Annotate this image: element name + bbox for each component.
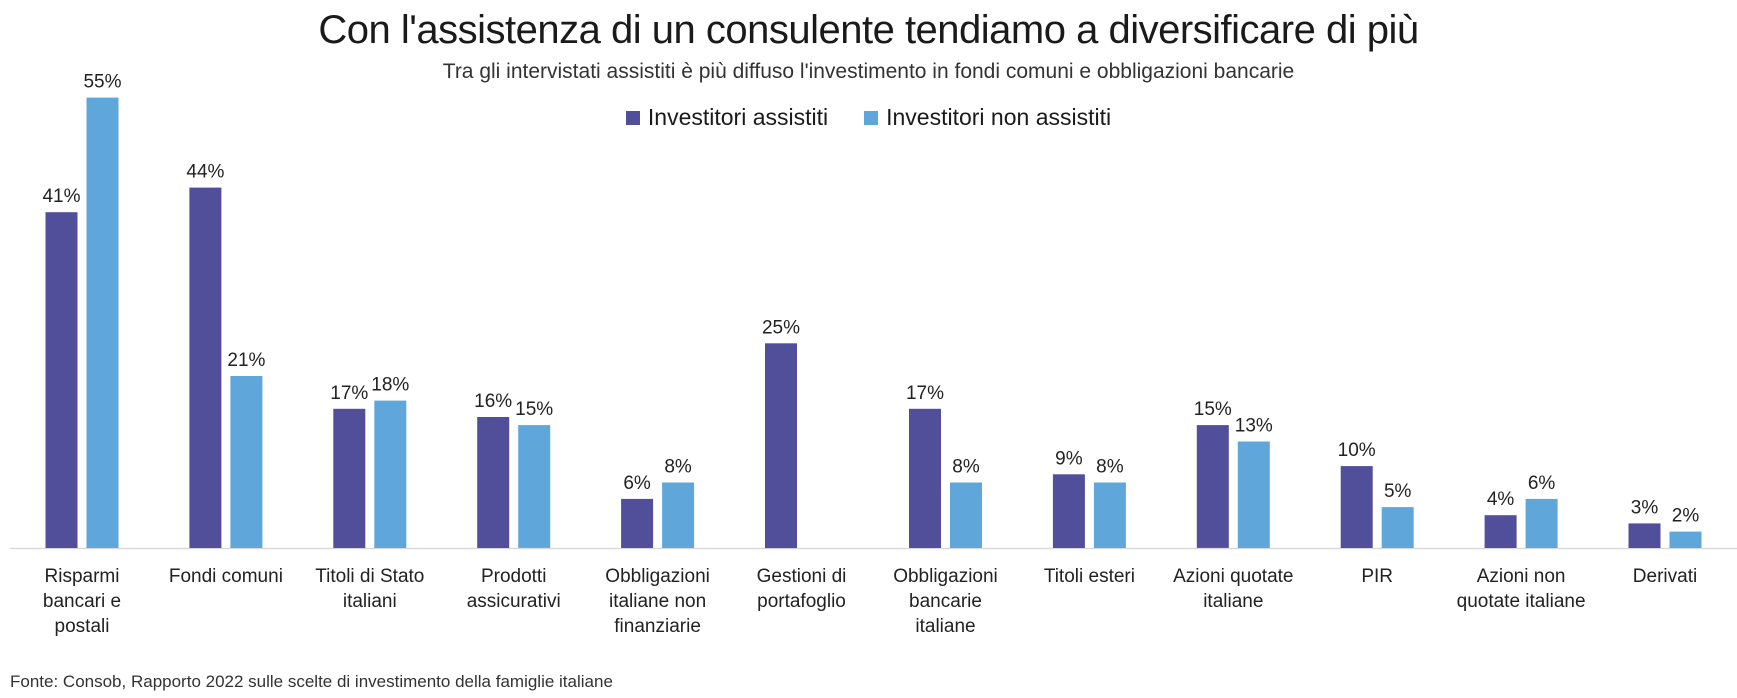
- bar-assisted-10: [1484, 515, 1517, 548]
- category-label-line: assicurativi: [467, 591, 561, 612]
- category-label-line: Risparmi: [45, 566, 120, 587]
- bar-non-assisted-7: [1093, 482, 1126, 548]
- legend: Investitori assistiti Investitori non as…: [0, 104, 1737, 131]
- category-label-line: italiane: [1203, 591, 1263, 612]
- category-label-line: Fondi comuni: [169, 566, 283, 587]
- bar-non-assisted-0: [86, 97, 119, 548]
- data-label-assisted-3: 16%: [474, 391, 512, 412]
- category-label-line: finanziarie: [614, 616, 701, 637]
- bar-assisted-7: [1052, 474, 1085, 548]
- data-label-non-assisted-11: 2%: [1672, 506, 1700, 527]
- bar-assisted-1: [189, 187, 222, 548]
- category-label-line: italiane: [915, 616, 975, 637]
- data-label-assisted-2: 17%: [330, 383, 368, 404]
- bar-assisted-4: [621, 498, 654, 548]
- category-label-line: Azioni quotate: [1173, 566, 1293, 587]
- data-label-assisted-9: 10%: [1338, 440, 1376, 461]
- source-footnote: Fonte: Consob, Rapporto 2022 sulle scelt…: [10, 672, 613, 691]
- category-label-5: Gestioni di portafoglio: [757, 566, 847, 612]
- category-label-11: Derivati: [1633, 566, 1697, 587]
- bar-non-assisted-11: [1669, 531, 1702, 548]
- data-label-non-assisted-4: 8%: [664, 457, 692, 478]
- data-label-assisted-5: 25%: [762, 317, 800, 338]
- data-label-non-assisted-10: 6%: [1528, 473, 1556, 494]
- bar-assisted-8: [1196, 425, 1229, 548]
- category-label-10: Azioni non quotate italiane: [1457, 566, 1586, 612]
- category-label-6: Obbligazioni bancarie italiane: [893, 566, 998, 637]
- bar-assisted-0: [45, 212, 78, 548]
- category-label-8: Azioni quotate italiane: [1173, 566, 1293, 612]
- category-label-line: italiani: [343, 591, 397, 612]
- category-label-2: Titoli di Stato italiani: [315, 566, 424, 612]
- bar-non-assisted-10: [1525, 498, 1558, 548]
- category-label-line: Derivati: [1633, 566, 1697, 587]
- category-label-line: Gestioni di: [757, 566, 847, 587]
- category-label-line: Azioni non: [1477, 566, 1566, 587]
- category-label-line: Obbligazioni: [605, 566, 710, 587]
- category-label-line: bancarie: [909, 591, 982, 612]
- legend-label-non-assisted: Investitori non assistiti: [886, 104, 1112, 130]
- category-label-line: quotate italiane: [1457, 591, 1586, 612]
- legend-item-non-assisted: Investitori non assistiti: [864, 104, 1111, 131]
- bar-assisted-6: [909, 408, 941, 548]
- legend-item-assisted: Investitori assistiti: [625, 104, 829, 131]
- legend-swatch-non-assisted: [864, 110, 879, 125]
- bar-assisted-3: [477, 417, 510, 548]
- data-label-non-assisted-8: 13%: [1235, 416, 1273, 437]
- category-label-0: Risparmi bancari e postali: [43, 566, 121, 637]
- chart-subtitle: Tra gli intervistati assistiti è più dif…: [442, 60, 1295, 83]
- category-label-3: Prodotti assicurativi: [467, 566, 561, 612]
- data-label-non-assisted-3: 15%: [515, 399, 553, 420]
- bar-assisted-5: [765, 343, 797, 549]
- category-label-line: PIR: [1361, 566, 1393, 587]
- data-label-assisted-11: 3%: [1631, 497, 1659, 518]
- data-label-assisted-6: 17%: [906, 383, 944, 404]
- data-label-non-assisted-2: 18%: [371, 375, 409, 396]
- category-label-7: Titoli esteri: [1044, 566, 1135, 587]
- bar-non-assisted-1: [230, 376, 263, 548]
- bar-assisted-9: [1340, 466, 1373, 548]
- bar-non-assisted-8: [1237, 441, 1270, 548]
- category-label-1: Fondi comuni: [169, 566, 283, 587]
- bar-assisted-2: [333, 408, 366, 548]
- category-label-9: PIR: [1361, 566, 1393, 587]
- data-label-assisted-1: 44%: [186, 162, 224, 183]
- bar-non-assisted-2: [374, 400, 407, 548]
- bar-non-assisted-3: [518, 425, 551, 548]
- bar-assisted-11: [1628, 523, 1661, 548]
- category-label-line: postali: [55, 616, 110, 637]
- category-label-line: Prodotti: [481, 566, 546, 587]
- category-label-line: italiane non: [609, 591, 706, 612]
- data-label-non-assisted-6: 8%: [952, 457, 980, 478]
- data-label-non-assisted-7: 8%: [1096, 457, 1124, 478]
- legend-label-assisted: Investitori assistiti: [647, 104, 829, 130]
- data-label-non-assisted-9: 5%: [1384, 481, 1412, 502]
- legend-swatch-assisted: [625, 110, 640, 125]
- chart-title: Con l'assistenza di un consulente tendia…: [318, 8, 1419, 52]
- category-label-4: Obbligazioni italiane non finanziarie: [605, 566, 710, 637]
- data-label-non-assisted-1: 21%: [227, 350, 265, 371]
- bar-non-assisted-4: [662, 482, 695, 548]
- data-label-assisted-4: 6%: [623, 473, 651, 494]
- data-label-assisted-8: 15%: [1194, 399, 1232, 420]
- bar-non-assisted-9: [1381, 507, 1414, 548]
- data-label-assisted-7: 9%: [1055, 448, 1083, 469]
- category-label-line: portafoglio: [757, 591, 846, 612]
- data-label-assisted-10: 4%: [1487, 489, 1515, 510]
- bar-non-assisted-6: [950, 482, 982, 548]
- data-label-assisted-0: 41%: [42, 186, 80, 207]
- category-label-line: bancari e: [43, 591, 121, 612]
- data-label-non-assisted-0: 55%: [83, 72, 121, 93]
- category-label-line: Titoli di Stato: [315, 566, 424, 587]
- category-label-line: Obbligazioni: [893, 566, 998, 587]
- category-label-line: Titoli esteri: [1044, 566, 1135, 587]
